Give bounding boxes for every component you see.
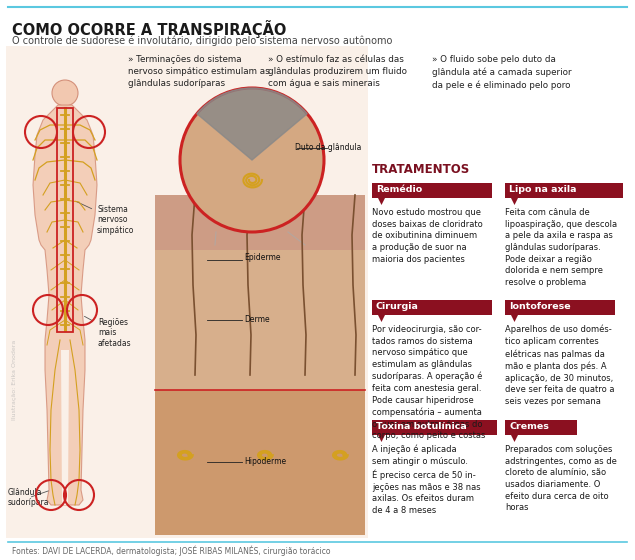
Text: » Terminações do sistema
nervoso simpático estimulam as
glândulas sudoríparas: » Terminações do sistema nervoso simpáti… bbox=[128, 55, 270, 88]
Text: O controle de sudorese é involutário, dirigido pelo sistema nervoso autônomo: O controle de sudorese é involutário, di… bbox=[12, 35, 392, 45]
Polygon shape bbox=[378, 315, 385, 322]
Text: COMO OCORRE A TRANSPIRAÇÃO: COMO OCORRE A TRANSPIRAÇÃO bbox=[12, 20, 286, 38]
Circle shape bbox=[52, 80, 78, 106]
Circle shape bbox=[180, 88, 324, 232]
Text: Cirurgia: Cirurgia bbox=[376, 302, 419, 311]
Bar bbox=[505, 300, 615, 315]
Bar bbox=[372, 183, 492, 198]
Text: Lipo na axila: Lipo na axila bbox=[509, 185, 577, 194]
Text: » O estímulo faz as células das
glândulas produzirem um fluido
com água e sais m: » O estímulo faz as células das glândula… bbox=[268, 55, 407, 88]
Bar bbox=[155, 195, 365, 250]
Bar bbox=[372, 420, 497, 435]
Bar bbox=[505, 183, 623, 198]
Text: Iontoforese: Iontoforese bbox=[509, 302, 571, 311]
Text: Epiderme: Epiderme bbox=[244, 254, 281, 263]
Bar bbox=[57, 108, 73, 332]
Polygon shape bbox=[511, 198, 518, 205]
Bar bbox=[372, 300, 492, 315]
Polygon shape bbox=[511, 435, 518, 442]
Text: Duto da glândula: Duto da glândula bbox=[295, 143, 361, 152]
Polygon shape bbox=[378, 435, 385, 442]
Text: Por videocirurgia, são cor-
tados ramos do sistema
nervoso simpático que
estimul: Por videocirurgia, são cor- tados ramos … bbox=[372, 325, 485, 440]
Bar bbox=[155, 250, 365, 390]
Text: Remédio: Remédio bbox=[376, 185, 422, 194]
Text: » O fluido sobe pelo duto da
glândula até a camada superior
da pele e é eliminad: » O fluido sobe pelo duto da glândula at… bbox=[432, 55, 572, 90]
Text: Ilustração: Erika Onodera: Ilustração: Erika Onodera bbox=[12, 340, 17, 420]
Text: Glândula
sudorípara: Glândula sudorípara bbox=[8, 488, 50, 507]
Text: A injeção é aplicada
sem atingir o músculo.
É preciso cerca de 50 in-
jeções nas: A injeção é aplicada sem atingir o múscu… bbox=[372, 445, 481, 515]
Polygon shape bbox=[61, 350, 69, 505]
Text: Hipoderme: Hipoderme bbox=[244, 458, 286, 466]
Bar bbox=[155, 390, 365, 535]
Polygon shape bbox=[33, 105, 97, 505]
Bar bbox=[6, 46, 368, 538]
Polygon shape bbox=[378, 198, 385, 205]
Text: Aparelhos de uso domés-
tico aplicam correntes
elétricas nas palmas da
mão e pla: Aparelhos de uso domés- tico aplicam cor… bbox=[505, 325, 615, 406]
Text: Sistema
nervoso
simpático: Sistema nervoso simpático bbox=[76, 201, 135, 235]
Text: Preparados com soluções
adstringentes, como as de
cloreto de alumínio, são
usado: Preparados com soluções adstringentes, c… bbox=[505, 445, 617, 512]
Text: Toxina botulínica: Toxina botulínica bbox=[376, 422, 467, 431]
Text: Novo estudo mostrou que
doses baixas de cloridrato
de oxibutinina diminuem
a pro: Novo estudo mostrou que doses baixas de … bbox=[372, 208, 483, 264]
Text: Derme: Derme bbox=[244, 315, 270, 324]
Text: Feita com cânula de
lipoaspiração, que descola
a pele da axila e raspa as
glându: Feita com cânula de lipoaspiração, que d… bbox=[505, 208, 617, 287]
Text: Regiões
mais
afetadas: Regiões mais afetadas bbox=[84, 316, 131, 348]
Wedge shape bbox=[197, 88, 307, 160]
Text: Cremes: Cremes bbox=[509, 422, 549, 431]
Bar bbox=[505, 420, 577, 435]
Text: TRATAMENTOS: TRATAMENTOS bbox=[372, 163, 471, 176]
Text: Fontes: DAVI DE LACERDA, dermatologista; JOSÉ RIBAS MILANÉS, cirurgião torácico: Fontes: DAVI DE LACERDA, dermatologista;… bbox=[12, 545, 330, 556]
Polygon shape bbox=[511, 315, 518, 322]
